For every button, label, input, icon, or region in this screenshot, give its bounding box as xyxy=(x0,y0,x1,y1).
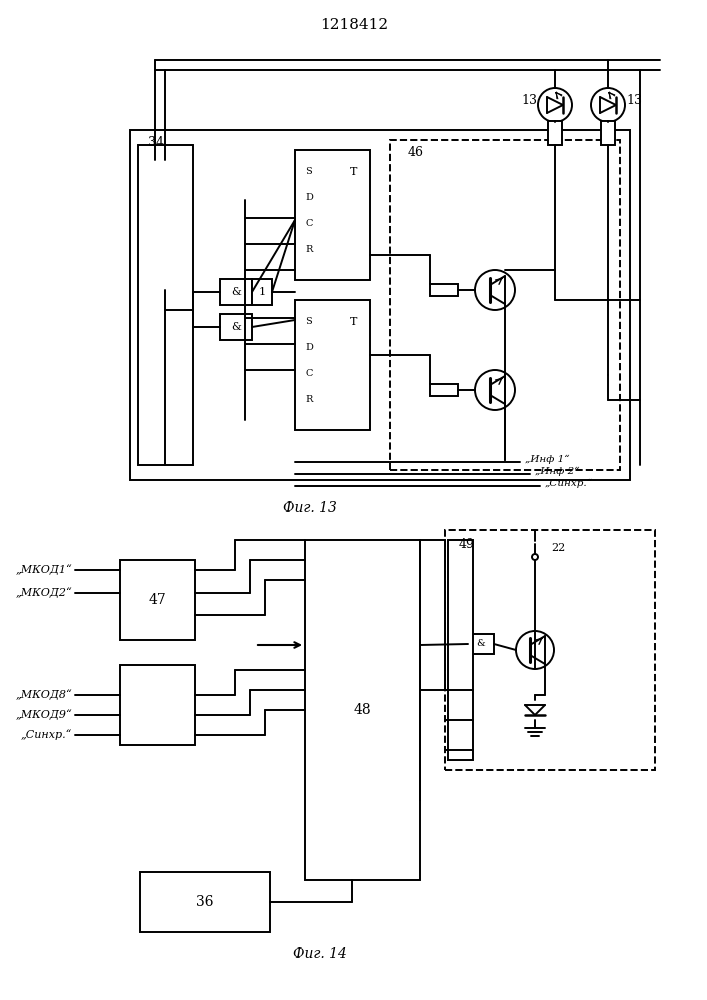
Bar xyxy=(120,665,195,745)
Text: R: R xyxy=(305,245,312,254)
Bar xyxy=(252,279,272,305)
Text: 48: 48 xyxy=(354,703,370,717)
Bar xyxy=(468,634,494,654)
Text: C: C xyxy=(305,369,312,378)
Bar xyxy=(220,279,252,305)
Text: Фиг. 14: Фиг. 14 xyxy=(293,947,347,961)
Text: 1218412: 1218412 xyxy=(320,18,388,32)
Bar xyxy=(601,121,615,145)
Bar xyxy=(120,560,195,640)
Text: &: & xyxy=(477,640,486,648)
Bar xyxy=(138,145,193,465)
Text: 1: 1 xyxy=(259,287,266,297)
Text: D: D xyxy=(305,194,313,202)
Text: Фиг. 13: Фиг. 13 xyxy=(283,501,337,515)
Bar xyxy=(140,872,270,932)
Text: 36: 36 xyxy=(197,895,214,909)
Text: D: D xyxy=(305,344,313,353)
Bar xyxy=(220,314,252,340)
Text: &: & xyxy=(231,322,241,332)
Bar xyxy=(430,384,458,396)
Text: 34: 34 xyxy=(148,135,164,148)
Text: „МКОД2“: „МКОД2“ xyxy=(16,588,72,598)
Bar xyxy=(305,540,420,880)
Text: 47: 47 xyxy=(148,593,166,607)
Bar xyxy=(390,140,620,470)
Text: 49: 49 xyxy=(459,538,475,550)
Text: „Синхр.“: „Синхр.“ xyxy=(21,730,72,740)
Text: „МКОД8“: „МКОД8“ xyxy=(16,690,72,700)
Text: &: & xyxy=(231,287,241,297)
Bar xyxy=(130,130,630,480)
Text: C: C xyxy=(305,220,312,229)
Text: R: R xyxy=(305,395,312,404)
Bar xyxy=(448,540,473,760)
Bar xyxy=(295,150,370,280)
Bar xyxy=(548,121,562,145)
Text: 13: 13 xyxy=(521,95,537,107)
Text: „Инф 1“: „Инф 1“ xyxy=(525,454,570,464)
Text: S: S xyxy=(305,167,312,176)
Text: 46: 46 xyxy=(408,145,424,158)
Bar xyxy=(445,530,655,770)
Text: 22: 22 xyxy=(551,543,566,553)
Text: T: T xyxy=(350,317,358,327)
Bar xyxy=(430,284,458,296)
Text: „Инф 2“: „Инф 2“ xyxy=(535,466,580,476)
Text: „МКОД9“: „МКОД9“ xyxy=(16,710,72,720)
Text: T: T xyxy=(350,167,358,177)
Text: S: S xyxy=(305,318,312,326)
Bar xyxy=(295,300,370,430)
Text: 13: 13 xyxy=(626,95,642,107)
Bar xyxy=(420,540,445,690)
Text: „Синхр.“: „Синхр.“ xyxy=(545,478,593,488)
Text: „МКОД1“: „МКОД1“ xyxy=(16,565,72,575)
